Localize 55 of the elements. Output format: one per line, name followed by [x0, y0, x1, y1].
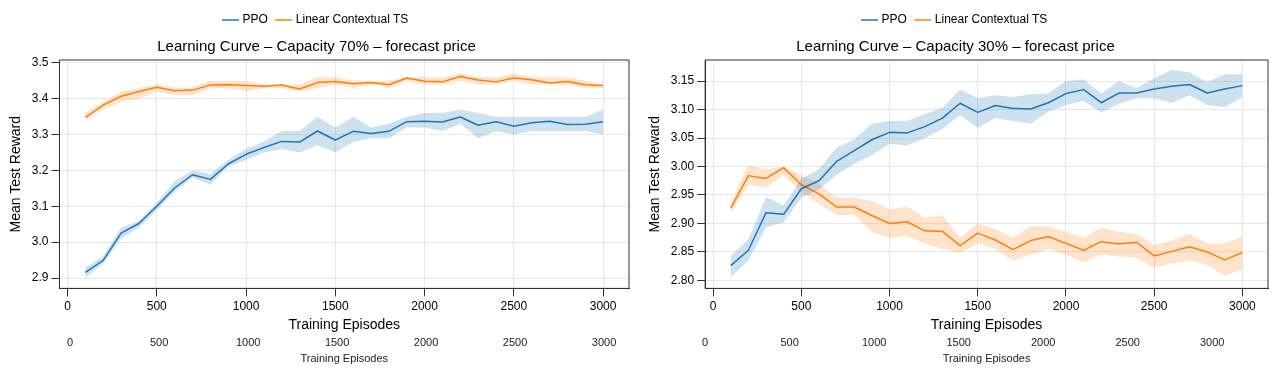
x-tick-label: 1000 — [876, 298, 904, 313]
y-tick-label: 3.4 — [31, 91, 49, 106]
x2-tick-label: 2000 — [1030, 336, 1056, 349]
x-tick-label: 2500 — [500, 298, 528, 313]
x-tick-label: 0 — [709, 298, 717, 313]
x-tick-label: 2000 — [1052, 298, 1080, 313]
x-tick-label: 0 — [64, 298, 72, 313]
x-tick-label: 2000 — [411, 298, 439, 313]
x-tick-label: 1500 — [964, 298, 992, 313]
x2-tick-label: 1000 — [235, 336, 261, 349]
x2-axis-title: Training Episodes — [942, 352, 1031, 365]
legend-label: PPO — [881, 12, 907, 27]
x-tick-label: 3000 — [589, 298, 617, 313]
x2-tick-label: 2000 — [413, 336, 439, 349]
y-tick-label: 3.00 — [670, 158, 695, 173]
x2-tick-label: 500 — [780, 336, 799, 349]
x2-tick-label: 3000 — [1199, 336, 1225, 349]
x2-tick-label: 2500 — [502, 336, 528, 349]
y-tick-label: 2.95 — [670, 187, 695, 202]
x2-axis-title: Training Episodes — [300, 352, 389, 365]
legend-label: Linear Contextual TS — [295, 12, 409, 27]
y-tick-label: 2.9 — [31, 270, 49, 285]
x-axis-title: Training Episodes — [288, 316, 401, 333]
y-tick-label: 2.85 — [670, 244, 695, 259]
x-axis-title: Training Episodes — [930, 316, 1043, 333]
x2-tick-label: 2500 — [1115, 336, 1140, 349]
y-tick-label: 3.1 — [31, 198, 49, 213]
x2-tick-label: 0 — [702, 336, 709, 349]
y-tick-label: 3.15 — [670, 73, 695, 88]
x-tick-label: 1500 — [321, 298, 349, 313]
x2-tick-label: 3000 — [591, 336, 617, 349]
x2-tick-label: 1000 — [861, 336, 887, 349]
y-tick-label: 3.2 — [31, 162, 49, 177]
chart-title: Learning Curve – Capacity 30% – forecast price — [796, 37, 1115, 55]
legend-label: PPO — [242, 12, 268, 27]
x-tick-label: 1000 — [232, 298, 260, 313]
x2-tick-label: 500 — [149, 336, 169, 349]
y-tick-label: 2.90 — [670, 215, 695, 230]
y-axis-title: Mean Test Reward — [646, 115, 663, 233]
y-tick-label: 2.80 — [670, 272, 695, 287]
y-tick-label: 3.5 — [31, 55, 49, 70]
y-tick-label: 3.10 — [670, 101, 695, 116]
legend-label: Linear Contextual TS — [934, 12, 1048, 27]
chart-title: Learning Curve – Capacity 70% – forecast price — [157, 37, 476, 55]
x2-tick-label: 1500 — [324, 336, 350, 349]
x-tick-label: 2500 — [1140, 298, 1168, 313]
y-tick-label: 3.3 — [31, 126, 49, 141]
x2-tick-label: 1500 — [946, 336, 971, 349]
y-tick-label: 3.0 — [31, 234, 49, 249]
x2-tick-label: 0 — [67, 336, 74, 349]
y-axis-title: Mean Test Reward — [7, 115, 24, 233]
x-tick-label: 500 — [791, 298, 812, 313]
x-tick-label: 3000 — [1229, 298, 1257, 313]
y-tick-label: 3.05 — [670, 130, 695, 145]
x-tick-label: 500 — [146, 298, 168, 313]
